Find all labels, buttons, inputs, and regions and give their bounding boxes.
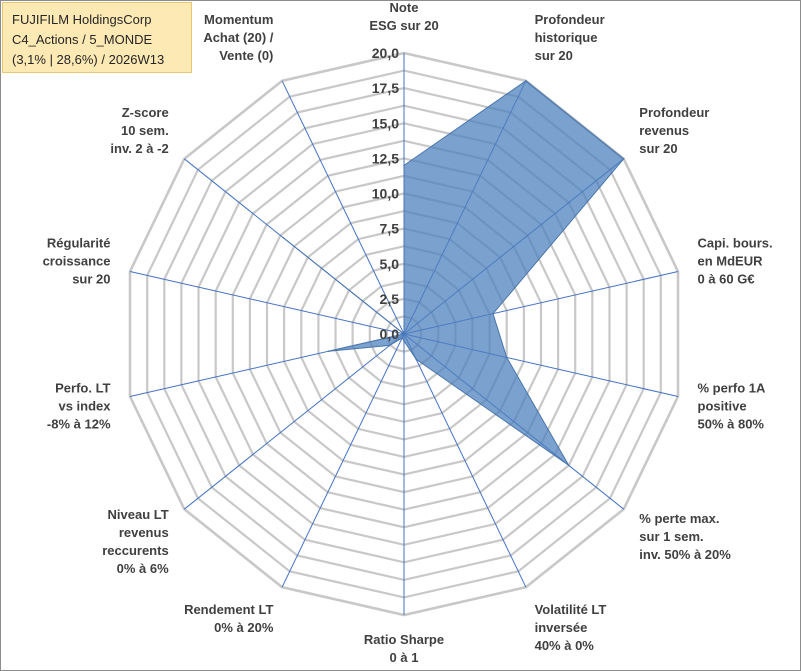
data-point [568, 464, 570, 467]
tick-label: 20,0 [372, 45, 399, 61]
data-point [403, 164, 405, 167]
data-point [401, 337, 404, 339]
axis-spoke [129, 271, 405, 335]
data-point [415, 358, 418, 361]
axis-spoke [183, 333, 405, 510]
axis-spoke [403, 333, 527, 588]
title-line-1: FUJIFILM HoldingsCorp [12, 12, 152, 27]
axis-label: Perfo. LT vs index -8% à 12% [47, 380, 111, 431]
tick-label: 5,0 [380, 256, 400, 272]
axis-labels: Note ESG sur 20 Profondeur historique sur 20… [43, 0, 773, 665]
axis-label: % perte max. sur 1 sem. inv. 50% à 20% [639, 511, 731, 562]
data-point [492, 312, 494, 315]
axis-label: Niveau LT revenus reccurents 0% à 6% [102, 507, 169, 576]
title-box: FUJIFILM HoldingsCorp C4_Actions / 5_MON… [2, 2, 192, 73]
data-series [282, 80, 625, 467]
data-point [622, 158, 625, 160]
axis-label: Profondeur historique sur 20 [535, 12, 605, 63]
tick-label: 15,0 [372, 115, 399, 131]
axis-label: Z-score 10 sem. inv. 2 à -2 [110, 105, 168, 156]
data-point [388, 344, 391, 347]
tick-label: 17,5 [372, 80, 399, 96]
tick-label: 12,5 [372, 150, 399, 166]
data-point [525, 80, 527, 82]
data-point [282, 236, 285, 239]
title-line-2: C4_Actions / 5_MONDE [12, 32, 153, 47]
tick-label: 0,0 [380, 326, 400, 342]
axis-label: % perfo 1A positive 50% à 80% [698, 380, 767, 431]
axis-label: Momentum Achat (20) / Vente (0) [203, 12, 273, 63]
axis-label: Volatilité LT inversée 40% à 0% [535, 602, 607, 653]
axis-label: Profondeur revenus sur 20 [639, 105, 709, 156]
data-point [403, 333, 405, 335]
axis-spoke [281, 333, 405, 588]
axis-label: Capi. bours. en MdEUR 0 à 60 G€ [698, 236, 773, 287]
axis-spoke [281, 80, 405, 335]
axis-label: Rendement LT 0% à 20% [184, 602, 274, 635]
data-point [505, 356, 508, 359]
tick-labels: 0,0 2,5 5,0 7,5 10,0 12,5 15,0 17,5 20,0 [372, 45, 399, 342]
tick-label: 2,5 [380, 291, 400, 307]
axis-label: Note ESG sur 20 [369, 0, 438, 33]
axis-label: Régularité croissance sur 20 [43, 236, 111, 287]
data-point [403, 340, 405, 342]
axis-label: Ratio Sharpe 0 à 1 [364, 632, 444, 665]
tick-label: 10,0 [372, 186, 399, 202]
data-point [327, 350, 330, 353]
title-line-3: (3,1% | 28,6%) / 2026W13 [12, 52, 165, 67]
tick-label: 7,5 [380, 221, 400, 237]
